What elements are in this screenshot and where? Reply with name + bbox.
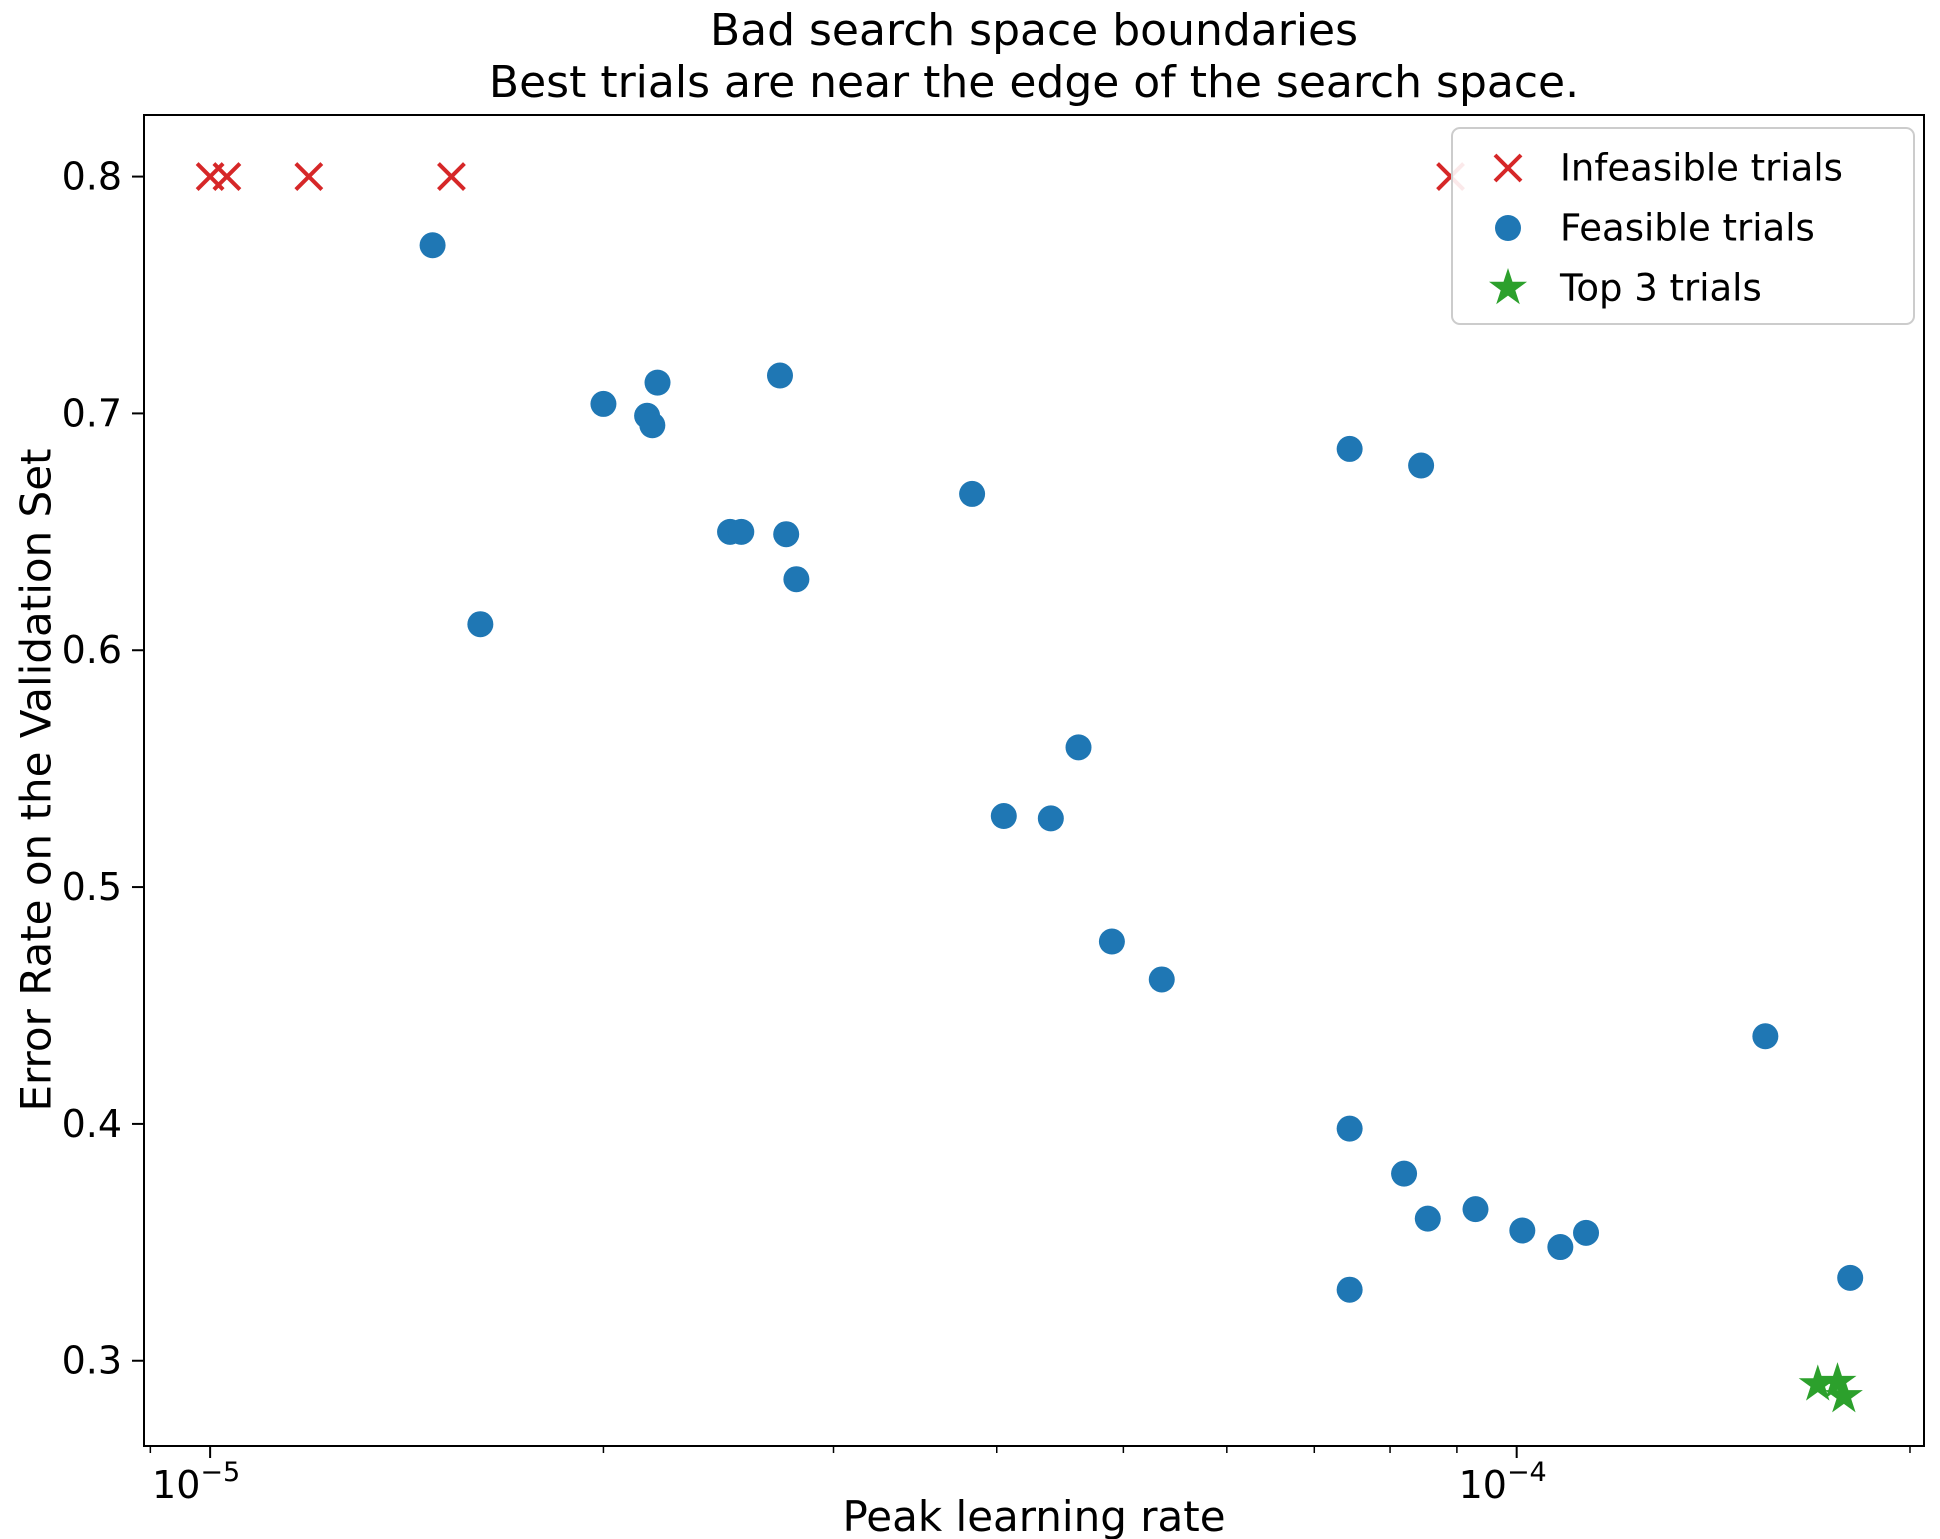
data-point — [1837, 1264, 1864, 1291]
data-point — [773, 521, 800, 548]
data-point — [644, 369, 671, 396]
legend-marker-x — [1493, 153, 1523, 183]
data-point — [639, 412, 666, 439]
legend-label: Top 3 trials — [1559, 267, 1762, 310]
data-point — [1065, 734, 1092, 761]
series-infeasible-trials — [195, 162, 1465, 191]
data-point — [1098, 928, 1125, 955]
y-tick-label: 0.6 — [62, 628, 122, 672]
data-point — [1148, 966, 1175, 993]
data-point — [766, 362, 793, 389]
y-tick-label: 0.3 — [62, 1339, 122, 1383]
y-tick-label: 0.5 — [62, 865, 122, 909]
data-point — [783, 566, 810, 593]
data-point — [1408, 452, 1435, 479]
x-tick-label: 10−4 — [1459, 1457, 1547, 1507]
legend-label: Feasible trials — [1560, 207, 1815, 250]
series-top-3-trials — [1798, 1362, 1863, 1413]
data-point — [1462, 1196, 1489, 1223]
data-point — [990, 803, 1017, 830]
data-point — [1391, 1160, 1418, 1187]
data-point — [1336, 1276, 1363, 1303]
data-point — [1824, 1376, 1863, 1413]
legend: Infeasible trials Feasible trials Top 3 tr… — [1451, 127, 1915, 325]
data-point — [1336, 435, 1363, 462]
data-point — [1547, 1234, 1574, 1261]
x-axis-label: Peak learning rate — [842, 1492, 1226, 1539]
y-tick-label: 0.7 — [62, 391, 122, 435]
chart-title: Bad search space boundaries — [709, 5, 1359, 56]
data-point — [437, 162, 466, 191]
data-point — [1509, 1217, 1536, 1244]
data-point — [1414, 1205, 1441, 1232]
x-tick-label: 10−5 — [152, 1457, 240, 1507]
data-point — [1798, 1364, 1837, 1401]
legend-box — [1451, 127, 1915, 325]
data-point — [1336, 1115, 1363, 1142]
y-axis-label: Error Rate on the Validation Set — [11, 448, 61, 1112]
data-point — [1818, 1362, 1857, 1399]
y-tick-label: 0.8 — [62, 155, 122, 199]
data-point — [467, 611, 494, 638]
data-point — [959, 480, 986, 507]
chart-subtitle: Best trials are near the edge of the sea… — [488, 57, 1580, 108]
data-point — [294, 162, 324, 191]
legend-marker-star — [1489, 268, 1527, 305]
data-point — [419, 232, 446, 259]
legend-label: Infeasible trials — [1560, 147, 1843, 190]
plot-frame — [143, 114, 1925, 1447]
data-point — [590, 390, 617, 417]
series-feasible-trials — [419, 232, 1864, 1303]
data-point — [728, 518, 755, 545]
data-point — [212, 162, 242, 191]
y-tick-label: 0.4 — [62, 1102, 122, 1146]
data-point — [1573, 1219, 1600, 1246]
data-point — [1752, 1023, 1779, 1050]
data-point — [1037, 805, 1064, 832]
legend-marker-circle — [1495, 215, 1521, 241]
